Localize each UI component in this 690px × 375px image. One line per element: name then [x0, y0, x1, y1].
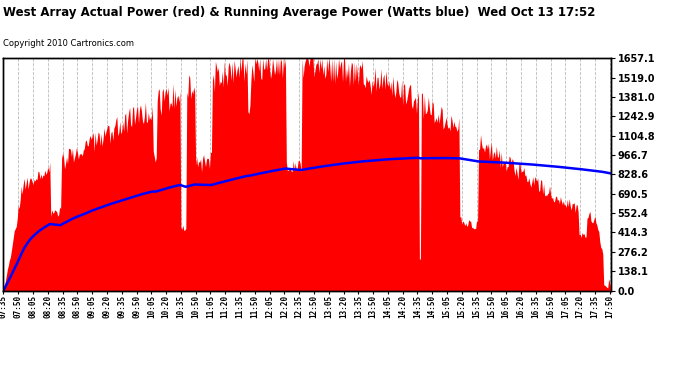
Text: Copyright 2010 Cartronics.com: Copyright 2010 Cartronics.com — [3, 39, 135, 48]
Text: West Array Actual Power (red) & Running Average Power (Watts blue)  Wed Oct 13 1: West Array Actual Power (red) & Running … — [3, 6, 596, 19]
